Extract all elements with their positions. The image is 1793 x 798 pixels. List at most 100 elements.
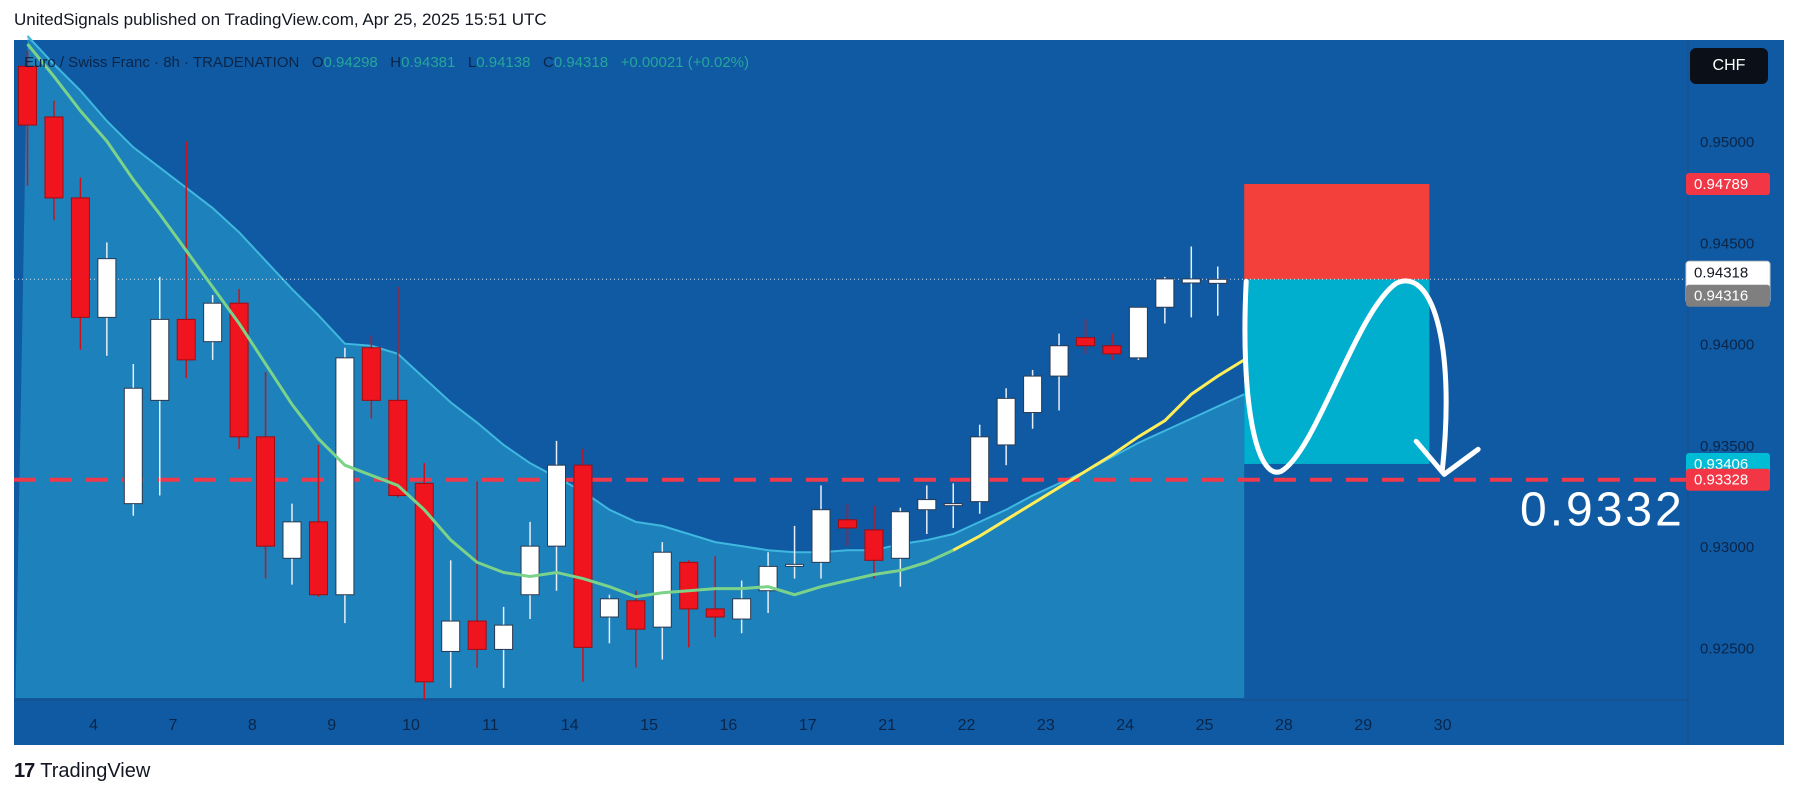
price-axis-badge-label: 0.94789 — [1694, 176, 1748, 193]
target-annotation: 0.9332 — [1520, 484, 1685, 537]
price-tick-label: 0.93000 — [1700, 539, 1754, 556]
time-tick-label: 14 — [561, 717, 579, 734]
candle-body — [1049, 345, 1069, 377]
candle-body — [229, 302, 249, 438]
open-value: 0.94298 — [323, 54, 378, 71]
tradingview-brand[interactable]: 17 TradingView — [14, 760, 150, 783]
price-tick-label: 0.92500 — [1700, 640, 1754, 657]
price-axis-badge-label: 0.93328 — [1694, 472, 1748, 489]
candle-body — [70, 197, 90, 318]
candle-body — [864, 529, 884, 561]
candle-body — [732, 598, 752, 620]
candle-body — [1102, 345, 1122, 355]
candle-body — [785, 563, 805, 567]
candle-body — [494, 624, 514, 650]
candle-body — [44, 116, 64, 199]
time-tick-label: 15 — [640, 717, 658, 734]
candle-body — [626, 600, 646, 630]
candle-body — [890, 511, 910, 559]
candle-body — [1208, 278, 1228, 284]
candle-body — [441, 620, 461, 652]
candle-body — [599, 598, 619, 618]
high-label: H — [390, 54, 402, 71]
take-profit-zone — [1244, 279, 1430, 464]
candle-body — [97, 258, 117, 318]
open-label: O — [311, 54, 324, 71]
candle-body — [811, 509, 831, 563]
candle-body — [943, 503, 963, 507]
price-axis-badge — [1686, 468, 1770, 491]
forecast-arrow-path — [1242, 278, 1449, 475]
candle-body — [679, 561, 699, 610]
tradingview-logo-icon: 17 — [14, 760, 35, 782]
price-axis-badge — [1686, 172, 1770, 195]
change-value: +0.00021 (+0.02%) — [620, 54, 749, 71]
candle-body — [1023, 375, 1043, 414]
symbol-legend: Euro / Swiss Franc · 8h · TRADENATION O0… — [24, 54, 749, 71]
candle-body — [1181, 278, 1201, 284]
candle-body — [573, 464, 593, 648]
price-tick-label: 0.93500 — [1700, 438, 1754, 455]
candle-body — [414, 482, 434, 683]
candle-body — [970, 436, 990, 503]
time-tick-label: 23 — [1037, 717, 1055, 734]
close-label: C — [542, 54, 554, 71]
candle-body — [361, 347, 381, 401]
price-axis-badge-label: 0.93406 — [1694, 456, 1748, 473]
time-tick-label: 22 — [958, 717, 976, 734]
brand-name: TradingView — [40, 760, 151, 782]
candle-body — [176, 318, 196, 361]
time-tick-label: 8 — [248, 717, 257, 734]
candle-body — [547, 464, 566, 547]
candle-body — [282, 521, 302, 559]
price-tick-label: 0.94000 — [1700, 337, 1754, 354]
candle-body — [203, 302, 223, 343]
candle-body — [18, 65, 37, 126]
publish-line: UnitedSignals published on TradingView.c… — [14, 10, 547, 29]
candle-body — [520, 545, 540, 596]
low-label: L — [467, 54, 477, 71]
candle-body — [308, 521, 328, 596]
candle-body — [837, 519, 857, 529]
forecast-arrow-head-icon — [1413, 438, 1481, 477]
candle-body — [150, 318, 170, 401]
time-tick-label: 29 — [1354, 717, 1372, 734]
time-tick-label: 30 — [1434, 717, 1452, 734]
candle-body — [705, 608, 725, 618]
candle-body — [1076, 337, 1095, 347]
candle-body — [1155, 278, 1175, 308]
time-tick-label: 10 — [402, 717, 420, 734]
candle-body — [996, 397, 1016, 446]
time-tick-label: 4 — [89, 717, 98, 734]
price-axis-badge — [1686, 284, 1770, 307]
stop-loss-zone — [1244, 183, 1430, 280]
time-tick-label: 21 — [878, 717, 896, 734]
candle-body — [1128, 306, 1148, 359]
time-tick-label: 11 — [482, 717, 499, 734]
price-tick-label: 0.95000 — [1700, 134, 1754, 151]
candle-body — [758, 565, 778, 592]
price-tick-label: 0.94500 — [1700, 235, 1754, 252]
price-axis-badge-label: 0.94316 — [1694, 288, 1748, 305]
ema-fast-line-recent — [952, 358, 1245, 552]
high-value: 0.94381 — [401, 54, 456, 71]
candle-body — [388, 399, 408, 497]
time-tick-label: 16 — [720, 717, 738, 734]
candle-body — [335, 357, 355, 596]
currency-button[interactable]: CHF — [1690, 48, 1768, 84]
symbol-title: Euro / Swiss Franc · 8h · TRADENATION — [24, 54, 300, 71]
time-tick-label: 9 — [327, 717, 336, 734]
time-tick-label: 7 — [169, 717, 178, 734]
low-value: 0.94138 — [476, 54, 531, 71]
time-tick-label: 28 — [1275, 717, 1293, 734]
time-tick-label: 17 — [799, 717, 817, 734]
ema-slow-line — [26, 35, 1245, 554]
time-tick-label: 24 — [1116, 717, 1134, 734]
candle-body — [467, 620, 487, 650]
ema-fast-line — [26, 43, 954, 599]
time-tick-label: 25 — [1196, 717, 1214, 734]
candle-body — [917, 499, 937, 511]
candle-body — [123, 387, 143, 505]
price-axis-badge-label: 0.94318 — [1694, 264, 1748, 281]
